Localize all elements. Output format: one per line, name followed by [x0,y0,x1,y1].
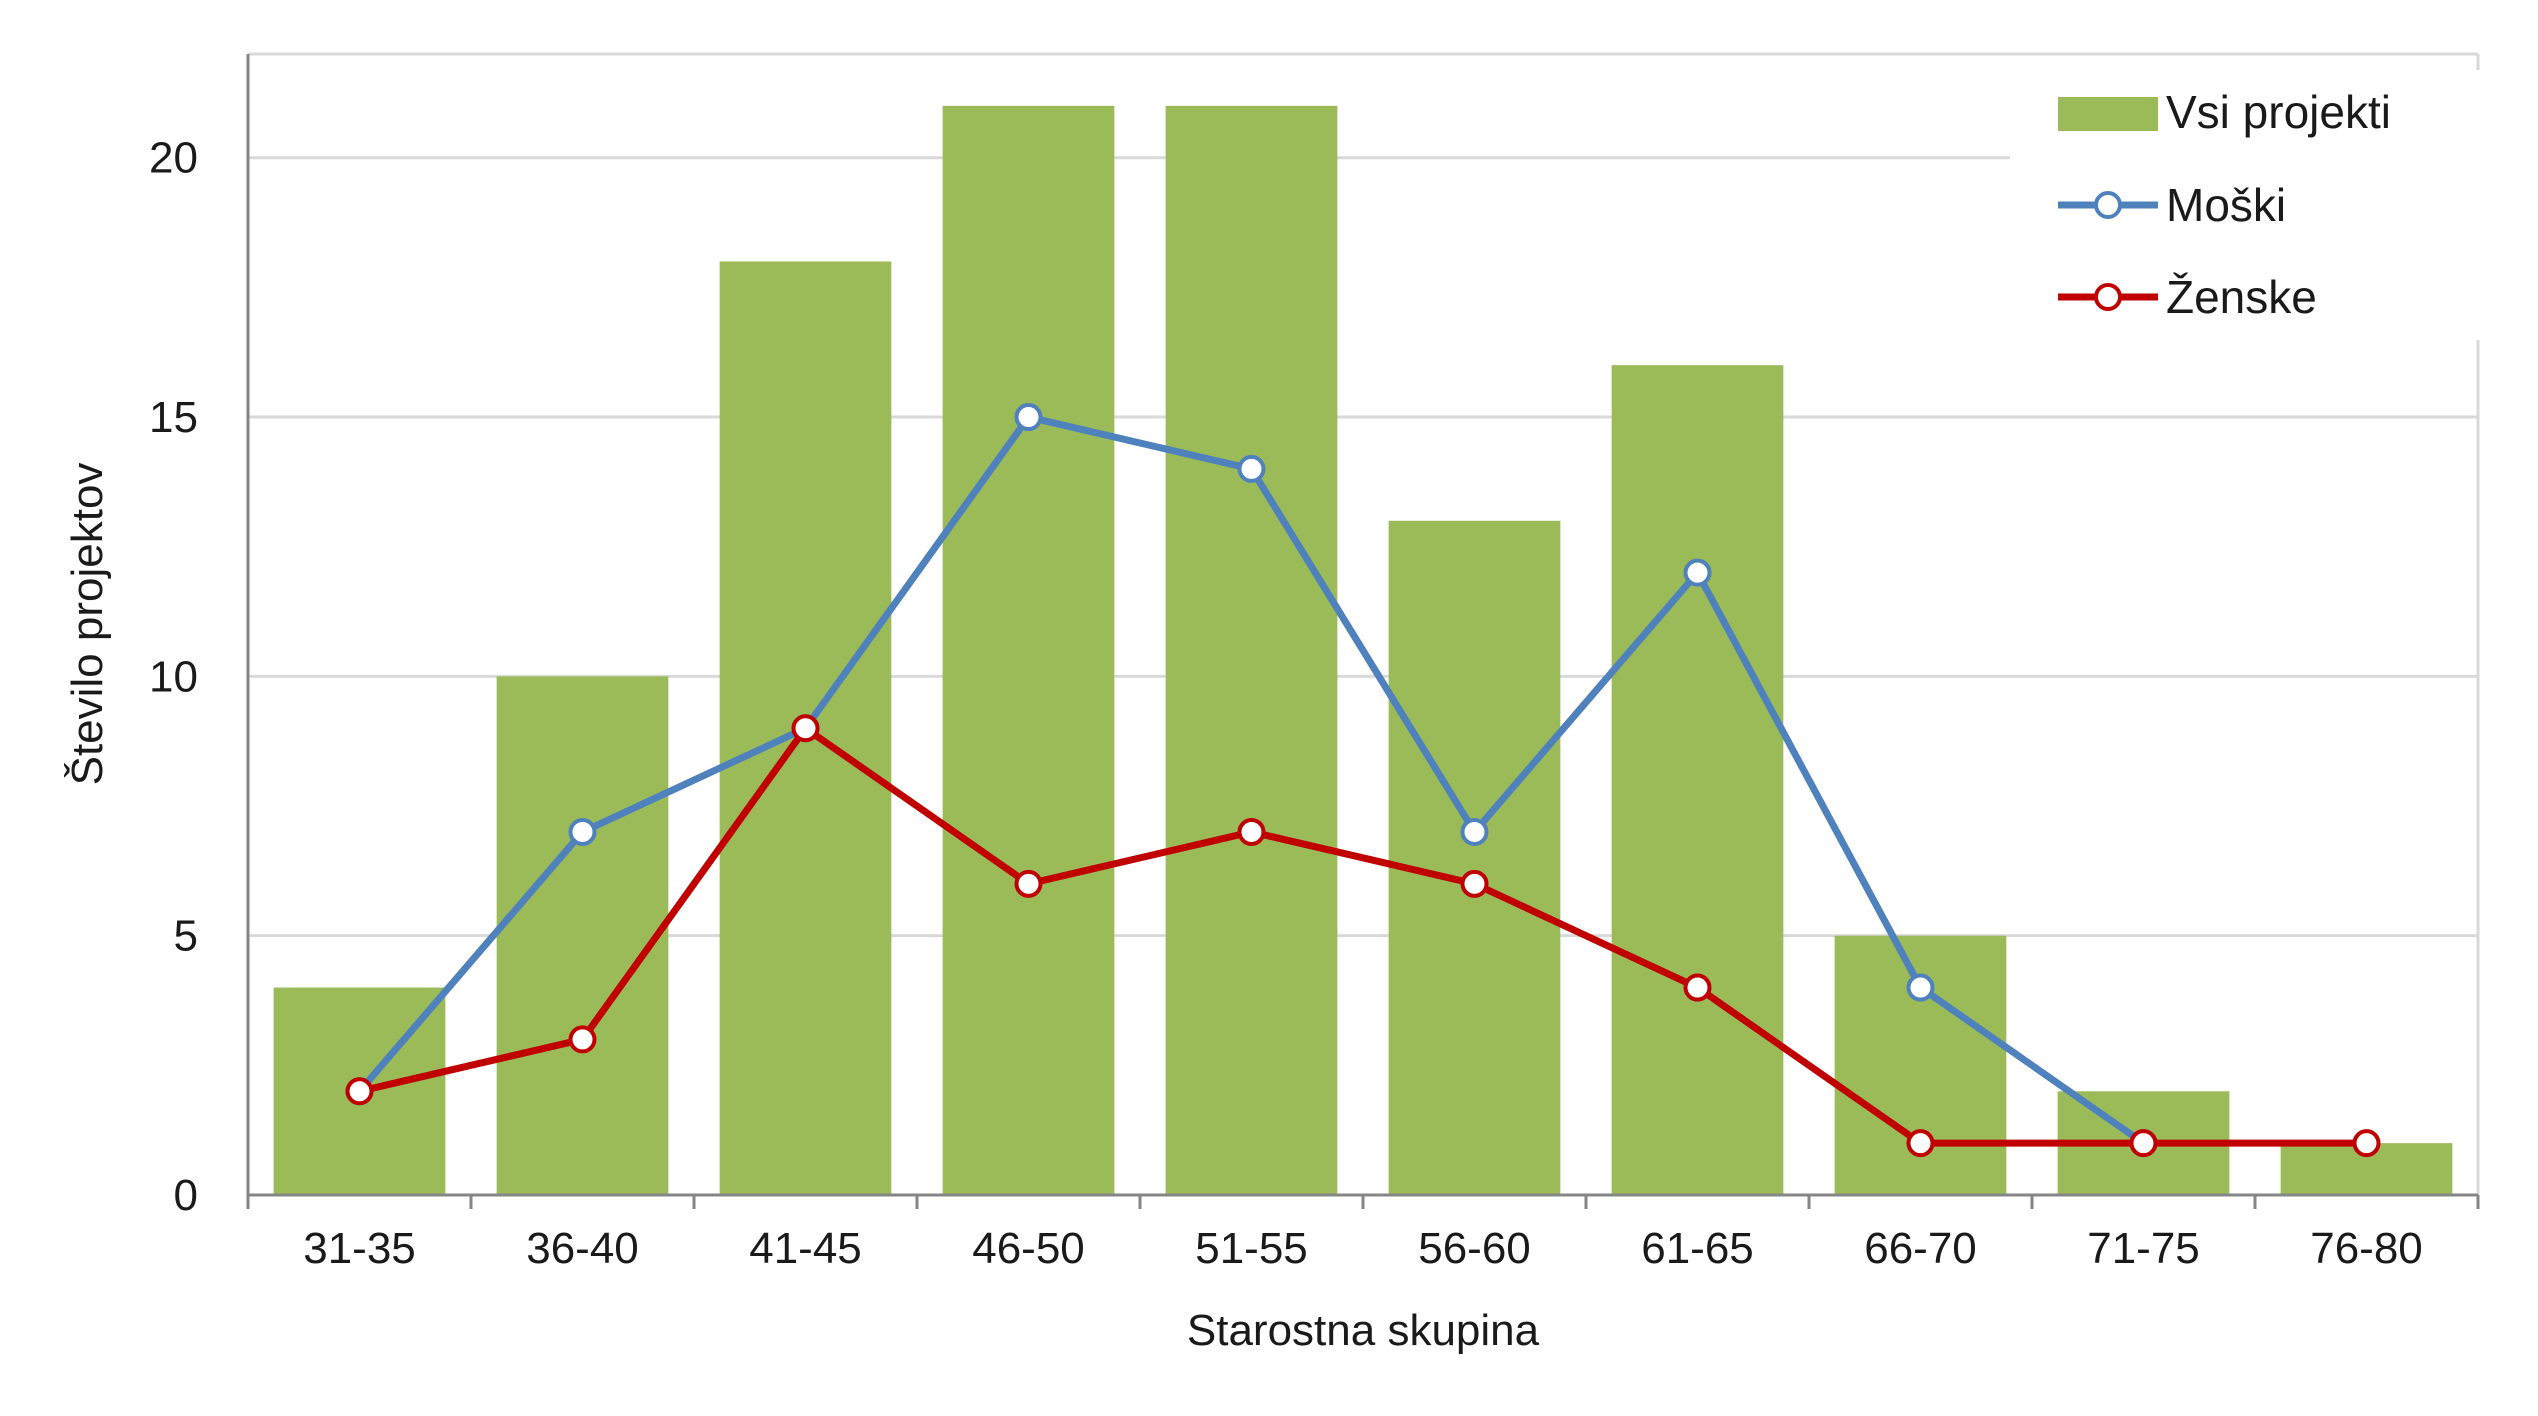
line-female [358,724,2367,1147]
x-tick-label-56-60: 56-60 [1418,1224,1531,1273]
marker-female-51-55 [1237,817,1266,846]
x-tick-label-61-65: 61-65 [1641,1224,1754,1273]
bar-36-40 [496,676,669,1195]
line-series [345,403,2381,1158]
marker-female-76-80 [2352,1129,2381,1158]
x-tick-label-41-45: 41-45 [749,1224,862,1273]
marker-female-36-40 [568,1025,597,1054]
marker-female-56-60 [1460,869,1489,898]
x-tick-label-66-70: 66-70 [1864,1224,1977,1273]
marker-female-66-70 [1906,1129,1935,1158]
marker-female-61-65 [1683,973,1712,1002]
marker-male-61-65 [1683,558,1712,587]
marker-male-66-70 [1906,973,1935,1002]
bar-46-50 [942,105,1115,1195]
legend-label-male: Moški [2166,179,2286,231]
legend-label-all-projects: Vsi projekti [2166,86,2391,138]
legend-label-female: Ženske [2166,271,2317,323]
marker-male-46-50 [1014,403,1043,432]
x-tick-label-31-35: 31-35 [303,1224,416,1273]
legend-item-female: Ženske [2058,271,2317,323]
y-tick-label-15: 15 [149,393,198,442]
axes [246,54,2480,1209]
legend-item-all-projects: Vsi projekti [2058,86,2391,138]
x-tick-label-76-80: 76-80 [2310,1224,2423,1273]
marker-female-46-50 [1014,869,1043,898]
x-tick-label-71-75: 71-75 [2087,1224,2200,1273]
legend-swatch-bar [2058,97,2158,131]
y-tick-label-10: 10 [149,652,198,701]
x-tick-label-46-50: 46-50 [972,1224,1085,1273]
legend-swatch-female-marker [2094,283,2122,311]
tick-labels: 0 5 10 15 20 31-35 36-40 41-45 46-50 51-55 56-60 61… [149,134,2423,1273]
marker-male-36-40 [568,817,597,846]
bar-51-55 [1165,105,1338,1195]
y-tick-label-0: 0 [174,1171,198,1220]
marker-male-51-55 [1237,454,1266,483]
legend: Vsi projekti Moški Ženske [2010,70,2520,340]
y-tick-label-20: 20 [149,134,198,183]
marker-female-31-35 [345,1077,374,1106]
x-axis-title: Starostna skupina [1187,1306,1540,1355]
legend-swatch-male-marker [2094,191,2122,219]
y-axis-title: Število projektov [62,463,112,786]
bar-61-65 [1611,365,1784,1195]
marker-female-41-45 [791,714,820,743]
marker-female-71-75 [2129,1129,2158,1158]
bar-56-60 [1388,520,1561,1195]
y-tick-label-5: 5 [174,912,198,961]
legend-item-male: Moški [2058,179,2286,231]
x-tick-label-51-55: 51-55 [1195,1224,1308,1273]
x-tick-label-36-40: 36-40 [526,1224,639,1273]
marker-male-56-60 [1460,817,1489,846]
